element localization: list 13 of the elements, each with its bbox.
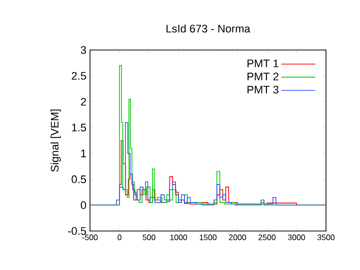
y-tick-label: -0.5 <box>68 227 86 235</box>
y-tick-label: 0 <box>80 201 86 210</box>
legend-label: PMT 2 <box>248 72 278 80</box>
legend-label: PMT 1 <box>248 60 278 68</box>
y-tick-label: 1 <box>81 150 86 158</box>
y-tick-label: 2 <box>80 98 86 106</box>
y-tick-label: 0.5 <box>72 175 86 184</box>
y-tick-label: 1.5 <box>72 124 86 132</box>
y-tick-label: 3 <box>80 46 86 54</box>
chart-title: LsId 673 - Norma <box>166 24 250 33</box>
y-axis-title: Signal [VEM] <box>50 110 61 172</box>
legend-label: PMT 3 <box>248 86 278 94</box>
y-tick-label: 2.5 <box>72 72 86 80</box>
